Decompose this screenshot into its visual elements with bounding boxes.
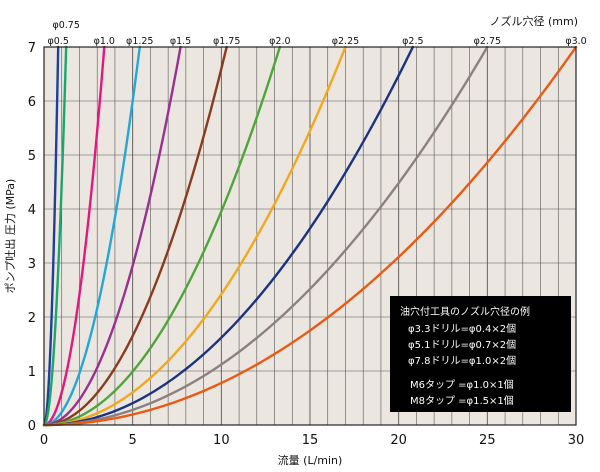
- x-tick-label: 10: [213, 433, 230, 448]
- note-line-6: M8タップ =φ1.5×1個: [410, 394, 514, 407]
- note-line-5: M6タップ =φ1.0×1個: [410, 378, 514, 391]
- nozzle-label: φ2.75: [474, 36, 501, 47]
- nozzle-label: φ2.5: [402, 36, 423, 47]
- nozzle-label: φ3.0: [565, 36, 586, 47]
- series-line: [42, 45, 347, 427]
- x-tick-label: 30: [568, 433, 585, 448]
- plot-frame: [43, 46, 577, 426]
- nozzle-label: φ1.75: [213, 36, 240, 47]
- nozzle-label: φ2.25: [332, 36, 359, 47]
- series-line: [42, 45, 182, 427]
- series-line: [42, 45, 282, 427]
- y-tick-label: 7: [28, 41, 36, 56]
- x-tick-label: 5: [129, 433, 137, 448]
- series-line: [42, 45, 106, 427]
- series-line: [42, 45, 228, 427]
- series-line: [42, 45, 60, 427]
- nozzle-label: φ0.75: [52, 20, 79, 31]
- y-tick-label: 0: [28, 419, 36, 434]
- note-box: 油穴付工具のノズル穴径の例 φ3.3ドリル=φ0.4×2個 φ5.1ドリル=φ0…: [390, 296, 571, 412]
- x-axis-label: 流量 (L/min): [278, 453, 343, 467]
- x-tick-label: 15: [302, 433, 319, 448]
- y-tick-label: 6: [28, 95, 36, 110]
- note-line-1: φ3.3ドリル=φ0.4×2個: [408, 322, 516, 335]
- series-line: [42, 45, 489, 427]
- nozzle-label: φ1.25: [126, 36, 153, 47]
- y-axis-label: ポンプ吐出 圧力 (MPa): [3, 179, 17, 294]
- top-axis-label: ノズル穴径 (mm): [489, 14, 578, 28]
- nozzle-label: φ1.0: [94, 36, 115, 47]
- series-line: [42, 45, 578, 427]
- nozzle-label: φ2.0: [269, 36, 290, 47]
- note-line-2: φ5.1ドリル=φ0.7×2個: [408, 338, 516, 351]
- series-line: [42, 45, 415, 427]
- curves: [42, 45, 578, 427]
- nozzle-label: φ1.5: [170, 36, 191, 47]
- y-tick-label: 5: [28, 149, 36, 164]
- y-tick-label: 4: [28, 203, 36, 218]
- y-tick-label: 2: [28, 311, 36, 326]
- nozzle-label: φ0.5: [47, 36, 68, 47]
- y-tick-labels: 0 1 2 3 4 5 6 7: [28, 41, 36, 434]
- series-line: [42, 45, 141, 427]
- nozzle-labels: φ0.5 φ0.75 φ1.0 φ1.25 φ1.5 φ1.75 φ2.0 φ2.25 φ2.5…: [47, 20, 586, 47]
- series-line: [42, 45, 68, 427]
- note-title: 油穴付工具のノズル穴径の例: [400, 305, 530, 318]
- y-tick-label: 1: [28, 365, 36, 380]
- note-line-3: φ7.8ドリル=φ1.0×2個: [408, 354, 516, 367]
- y-tick-label: 3: [28, 257, 36, 272]
- x-tick-label: 0: [40, 433, 48, 448]
- x-tick-label: 20: [390, 433, 407, 448]
- x-tick-labels: 0 5 10 15 20 25 30: [40, 433, 584, 448]
- x-tick-label: 25: [479, 433, 496, 448]
